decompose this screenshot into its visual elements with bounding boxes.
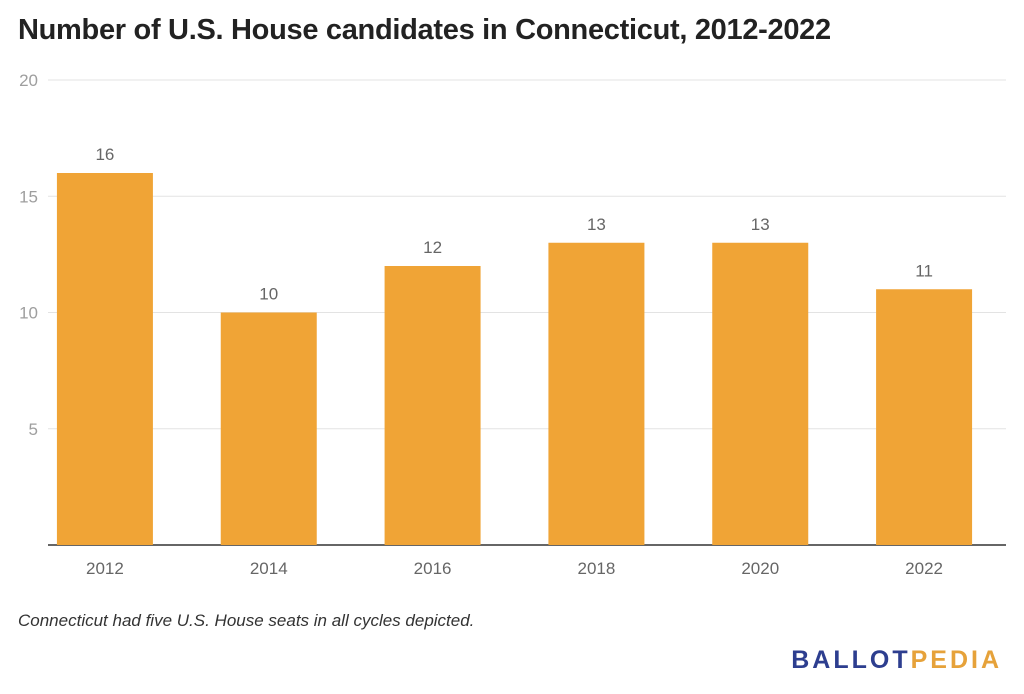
x-tick-label-2022: 2022 xyxy=(905,559,943,578)
data-label-2014: 10 xyxy=(259,285,278,304)
bar-2020 xyxy=(712,242,809,545)
ballotpedia-logo: BALLOTPEDIA xyxy=(791,646,1002,675)
bar-2012 xyxy=(56,173,153,545)
bar-2014 xyxy=(220,312,317,545)
bar-2018 xyxy=(548,242,645,545)
chart-note: Connecticut had five U.S. House seats in… xyxy=(18,611,475,630)
y-tick-label: 20 xyxy=(19,71,38,90)
data-label-2012: 16 xyxy=(95,145,114,164)
bar-layer xyxy=(56,173,973,545)
grid-layer xyxy=(48,79,1006,546)
bar-2016 xyxy=(384,266,481,545)
y-tick-label: 5 xyxy=(29,420,38,439)
bar-chart: 5101520162012102014122016132018132020112… xyxy=(19,71,1006,578)
chart-title: Number of U.S. House candidates in Conne… xyxy=(18,14,831,46)
y-tick-label: 15 xyxy=(19,187,38,206)
data-label-2016: 12 xyxy=(423,238,442,257)
x-tick-label-2014: 2014 xyxy=(250,559,288,578)
logo-part-pedia: PEDIA xyxy=(910,646,1002,674)
data-label-2022: 11 xyxy=(915,261,933,280)
x-tick-label-2018: 2018 xyxy=(578,559,616,578)
data-label-2020: 13 xyxy=(751,215,770,234)
label-layer: 5101520162012102014122016132018132020112… xyxy=(19,71,943,578)
logo-part-ballot: BALLOT xyxy=(791,646,911,674)
x-tick-label-2016: 2016 xyxy=(414,559,452,578)
x-tick-label-2012: 2012 xyxy=(86,559,124,578)
data-label-2018: 13 xyxy=(587,215,606,234)
x-tick-label-2020: 2020 xyxy=(741,559,779,578)
y-tick-label: 10 xyxy=(19,304,38,323)
bar-2022 xyxy=(876,289,973,545)
